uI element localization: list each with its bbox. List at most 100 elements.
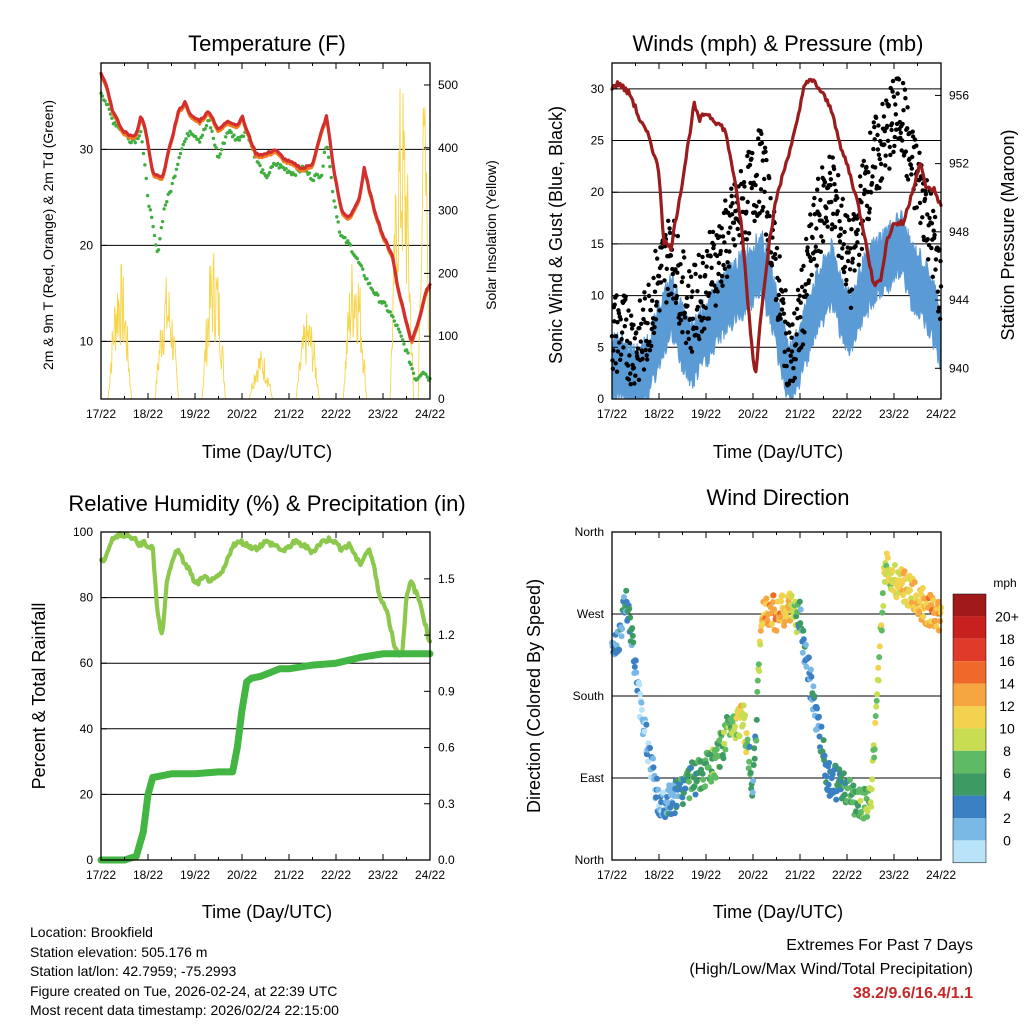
wind-gust-point: [774, 245, 780, 251]
speed-legend-title: mph: [993, 576, 1016, 590]
wind-gust-point: [857, 252, 862, 257]
wind-gust-point: [820, 165, 825, 170]
wind-direction-point: [816, 733, 823, 740]
wind-gust-point: [685, 330, 691, 335]
wind-gust-point: [859, 200, 864, 205]
wind-gust-point: [847, 267, 853, 272]
dewpoint-point: [383, 300, 387, 305]
wind-direction-point: [621, 594, 628, 601]
speed-legend-swatch-8: [953, 773, 986, 796]
winds-xtick-label-1: 18/22: [644, 407, 674, 421]
dewpoint-point: [203, 127, 207, 131]
wind-direction-point: [770, 592, 777, 599]
wind-direction-point: [757, 627, 764, 634]
wind-gust-point: [732, 243, 738, 248]
temperature-xlabel: Time (Day/UTC): [202, 442, 332, 462]
wind-direction-point: [629, 632, 636, 639]
dewpoint-point: [159, 225, 164, 230]
wind-direction-point: [779, 592, 786, 599]
humidity-ytick-label-4: 80: [80, 591, 94, 605]
wind-gust-point: [889, 127, 894, 133]
wind-direction-point: [873, 703, 880, 710]
wind-direction-point: [874, 691, 881, 698]
wind-gust-point: [926, 257, 931, 262]
winds-ytick-label-3: 15: [591, 237, 605, 251]
info-recent: Most recent data timestamp: 2026/02/24 2…: [30, 1002, 339, 1018]
wind-gust-point: [829, 199, 834, 205]
dewpoint-point: [198, 140, 202, 144]
speed-legend-swatch-2: [953, 638, 986, 662]
wind-gust-point: [842, 264, 848, 270]
direction-xtick-label-3: 20/22: [738, 868, 768, 882]
wind-gust-point: [749, 185, 754, 191]
wind-gust-point: [918, 220, 923, 226]
wind-gust-point: [880, 101, 885, 107]
wind-gust-point: [658, 280, 664, 285]
wind-gust-point: [877, 156, 882, 162]
wind-gust-point: [655, 256, 660, 261]
wind-direction-point: [820, 737, 827, 744]
dewpoint-point: [137, 134, 142, 138]
humidity-xtick-label-1: 18/22: [133, 868, 163, 882]
wind-gust-point: [754, 204, 759, 209]
speed-legend-swatch-11: [953, 840, 986, 863]
temperature-y2tick-label-4: 400: [438, 141, 458, 155]
wind-gust-point: [726, 264, 732, 269]
wind-direction-point: [616, 646, 623, 653]
wind-gust-point: [759, 131, 764, 136]
humidity-xtick-label-4: 21/22: [274, 868, 304, 882]
wind-gust-point: [887, 166, 892, 171]
wind-gust-point: [832, 182, 837, 187]
wind-gust-point: [873, 115, 879, 121]
wind-gust-point: [686, 336, 691, 342]
winds-xtick-label-4: 21/22: [785, 407, 815, 421]
wind-gust-point: [879, 176, 885, 181]
wind-direction-point: [884, 554, 891, 561]
dewpoint-point: [143, 163, 147, 167]
speed-legend-frame: [952, 593, 987, 864]
wind-gust-point: [618, 317, 623, 322]
wind-gust-point: [719, 279, 724, 284]
wind-gust-point: [690, 316, 696, 321]
dewpoint-point: [151, 224, 155, 229]
wind-gust-point: [836, 253, 841, 258]
wind-gust-point: [629, 313, 634, 318]
speed-legend-label-4: 12: [999, 698, 1015, 714]
wind-direction-point: [671, 810, 678, 817]
humidity-xtick-label-7: 24/22: [415, 868, 445, 882]
wind-gust-point: [909, 166, 914, 171]
wind-gust-point: [747, 162, 753, 168]
wind-gust-point: [650, 321, 655, 326]
wind-gust-point: [820, 239, 826, 244]
wind-gust-point: [867, 210, 872, 215]
wind-gust-point: [905, 105, 910, 110]
wind-direction-point: [742, 712, 749, 719]
wind-direction-point: [641, 728, 648, 735]
wind-direction-point: [805, 654, 812, 661]
direction-xtick-label-6: 23/22: [879, 868, 909, 882]
wind-direction-point: [732, 723, 738, 730]
dewpoint-point: [154, 243, 158, 247]
wind-gust-point: [812, 195, 817, 201]
wind-gust-point: [801, 263, 806, 269]
wind-gust-point: [731, 220, 737, 225]
wind-gust-point: [652, 325, 657, 330]
winds-ylabel: Sonic Wind & Gust (Blue, Black): [546, 106, 566, 364]
extremes-values: 38.2/9.6/16.4/1.1: [852, 985, 973, 1002]
wind-gust-point: [846, 250, 851, 255]
wind-gust-point: [920, 215, 925, 220]
wind-direction-point: [633, 669, 640, 676]
wind-direction-point: [720, 729, 727, 736]
wind-gust-point: [619, 337, 624, 342]
winds-ytick-label-6: 30: [591, 82, 605, 96]
winds-xtick-label-5: 22/22: [832, 407, 862, 421]
wind-direction-point: [920, 613, 927, 620]
dewpoint-point: [336, 220, 340, 224]
dewpoint-point: [163, 203, 168, 207]
dewpoint-point: [293, 173, 298, 177]
wind-gust-point: [937, 305, 942, 310]
wind-gust-point: [787, 330, 792, 335]
wind-gust-point: [628, 382, 633, 387]
wind-gust-point: [797, 293, 802, 298]
wind-gust-point: [615, 320, 620, 325]
